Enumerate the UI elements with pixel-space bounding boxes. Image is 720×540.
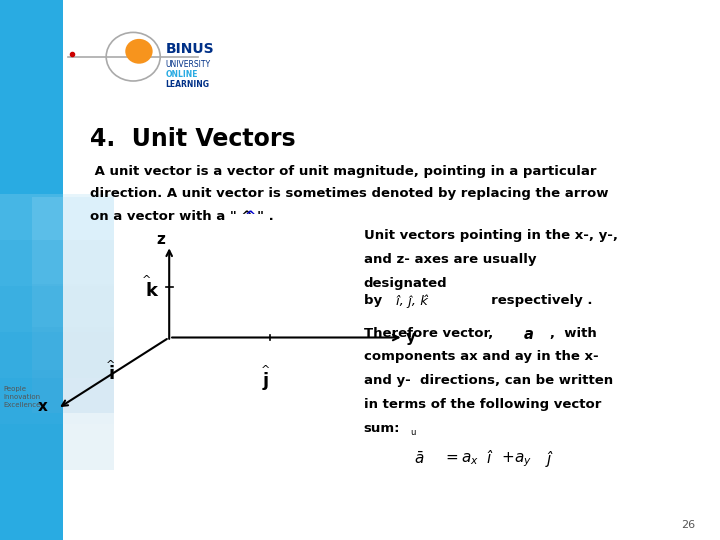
Text: $= a_x$: $= a_x$ xyxy=(438,451,479,467)
Text: BINUS: BINUS xyxy=(166,42,215,56)
Text: 26: 26 xyxy=(680,520,695,530)
Bar xyxy=(32,370,114,413)
Text: ^: ^ xyxy=(142,275,151,285)
Bar xyxy=(0,0,63,540)
Text: on a vector with a " ^ " .: on a vector with a " ^ " . xyxy=(90,210,274,223)
Ellipse shape xyxy=(125,39,153,64)
Text: components ax and ay in the x-: components ax and ay in the x- xyxy=(364,350,598,363)
Bar xyxy=(32,240,114,284)
Text: ^: ^ xyxy=(261,364,270,375)
Text: ^: ^ xyxy=(106,361,115,370)
Text: u: u xyxy=(410,428,415,437)
Bar xyxy=(32,327,114,370)
Text: 4.  Unit Vectors: 4. Unit Vectors xyxy=(90,127,296,151)
Bar xyxy=(0,332,114,378)
Bar xyxy=(32,197,114,240)
Text: $\bar{a}$: $\bar{a}$ xyxy=(414,451,424,467)
Text: respectively .: respectively . xyxy=(468,294,593,307)
Text: k: k xyxy=(145,282,158,300)
Bar xyxy=(32,284,114,327)
Text: direction. A unit vector is sometimes denoted by replacing the arrow: direction. A unit vector is sometimes de… xyxy=(90,187,608,200)
Text: sum:: sum: xyxy=(364,422,400,435)
Text: People
Innovation
Excellence: People Innovation Excellence xyxy=(4,386,41,408)
Text: and z- axes are usually: and z- axes are usually xyxy=(364,253,536,266)
Text: z: z xyxy=(156,232,165,247)
Text: ONLINE: ONLINE xyxy=(166,70,198,79)
Bar xyxy=(0,286,114,332)
Bar xyxy=(0,424,114,470)
Text: LEARNING: LEARNING xyxy=(166,80,210,89)
Text: y: y xyxy=(406,330,415,345)
Text: ,  with: , with xyxy=(536,327,597,340)
Text: j: j xyxy=(263,372,269,390)
Text: x: x xyxy=(37,399,48,414)
Bar xyxy=(0,240,114,286)
Text: Unit vectors pointing in the x-, y-,: Unit vectors pointing in the x-, y-, xyxy=(364,230,618,242)
Text: i: i xyxy=(109,366,115,383)
Text: î: î xyxy=(486,451,490,466)
Text: A unit vector is a vector of unit magnitude, pointing in a particular: A unit vector is a vector of unit magnit… xyxy=(90,165,596,178)
Bar xyxy=(0,194,114,240)
Text: a: a xyxy=(523,327,534,342)
Text: in terms of the following vector: in terms of the following vector xyxy=(364,398,601,411)
Text: UNIVERSITY: UNIVERSITY xyxy=(166,60,211,69)
Text: and y-  directions, can be written: and y- directions, can be written xyxy=(364,374,613,387)
Text: ^: ^ xyxy=(245,210,256,223)
Text: î, ĵ, k̂: î, ĵ, k̂ xyxy=(396,294,428,308)
Text: $+ a_y$: $+ a_y$ xyxy=(497,451,532,469)
Text: ĵ: ĵ xyxy=(546,451,551,467)
Bar xyxy=(0,378,114,424)
Text: Therefore vector,: Therefore vector, xyxy=(364,327,502,340)
Text: designated: designated xyxy=(364,277,447,290)
Text: by: by xyxy=(364,294,391,307)
